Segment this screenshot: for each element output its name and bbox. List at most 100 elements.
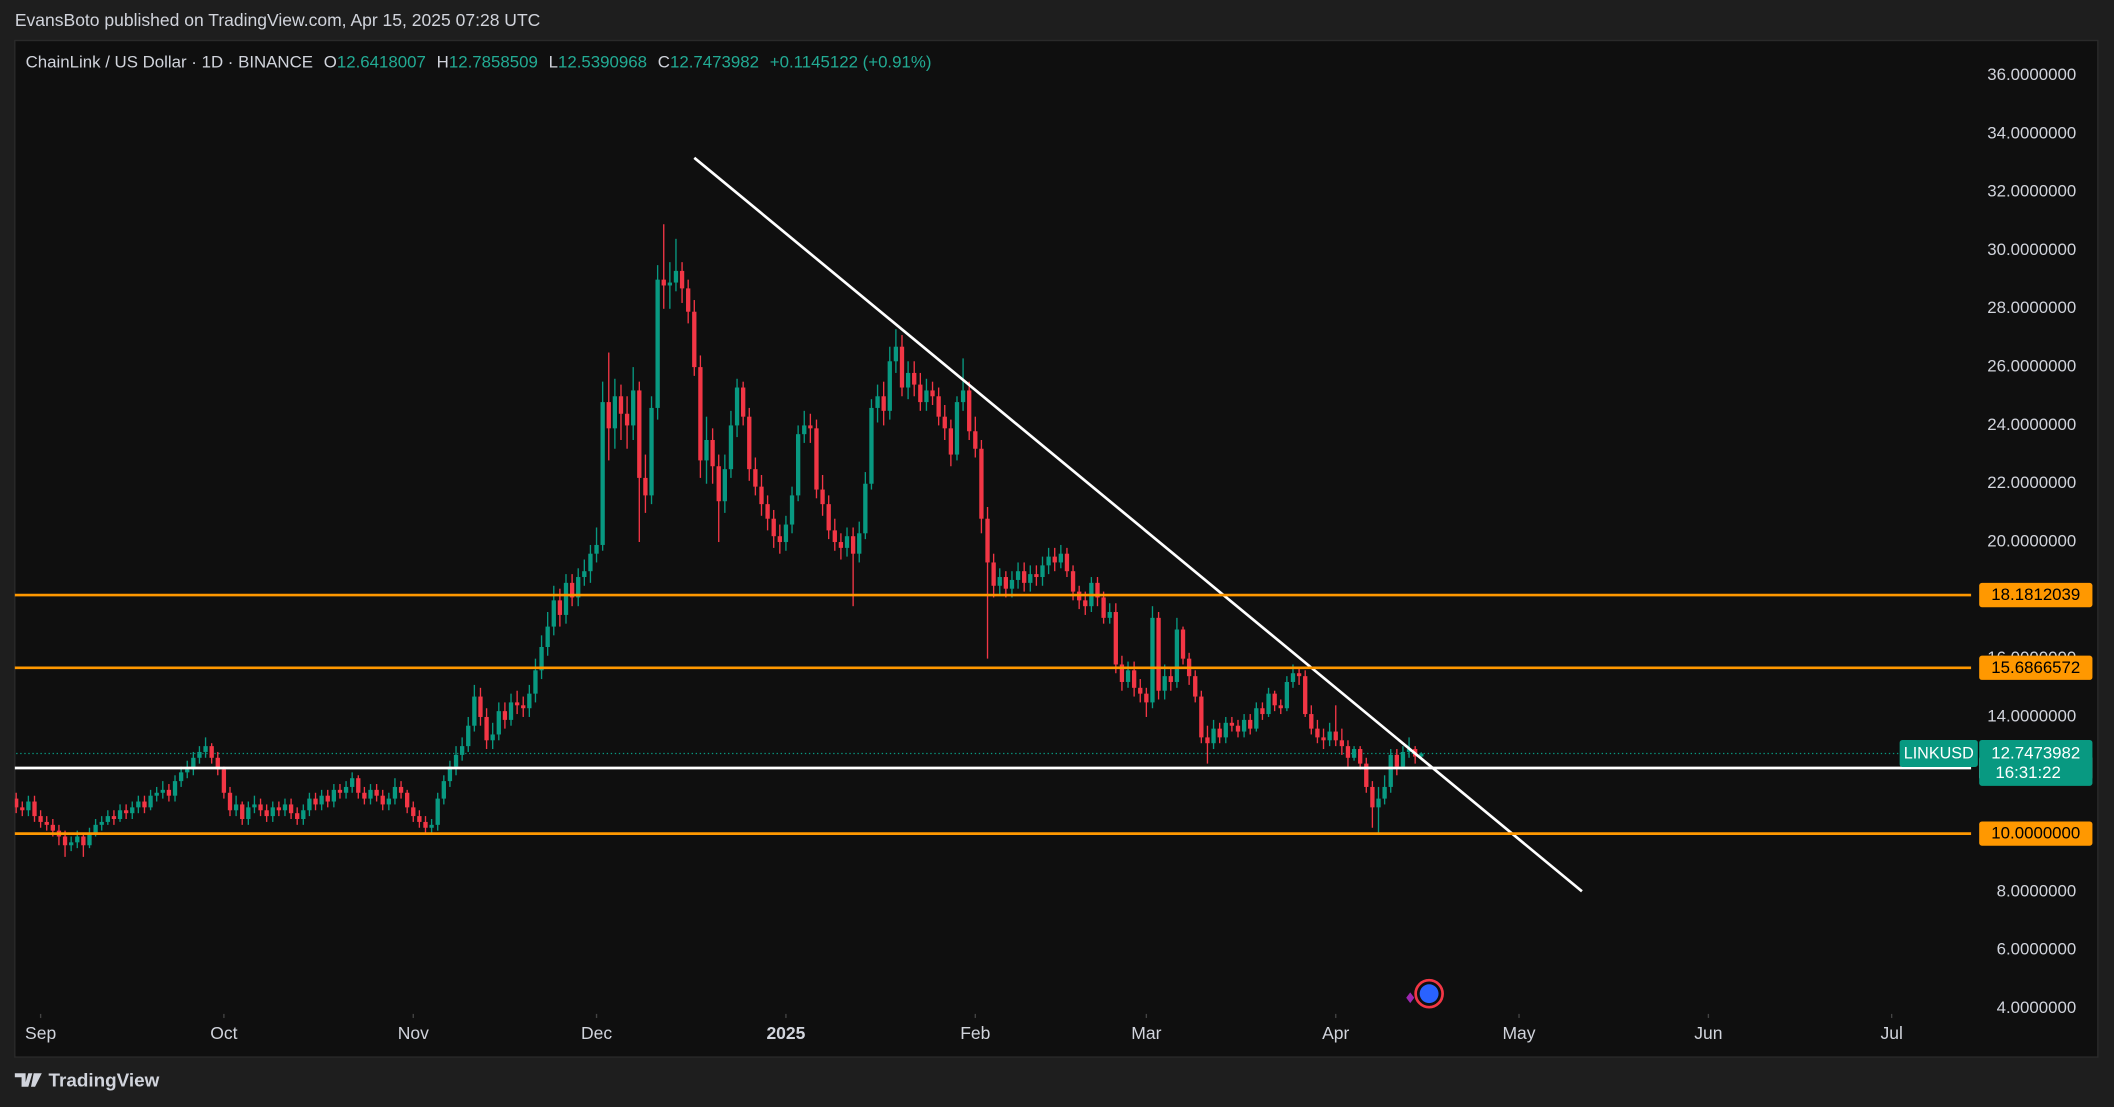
x-tick-label: Sep [25,1023,56,1043]
y-tick-label: 6.0000000 [1997,940,2077,959]
candle-body [979,448,984,519]
candle-body [631,390,636,426]
x-tick-label: Dec [581,1023,612,1043]
candle-body [392,786,398,799]
candle-body [429,824,434,828]
candle-body [863,483,868,534]
candle-body [148,795,153,808]
candle-body [765,504,770,519]
x-tick-label: Oct [210,1023,237,1043]
y-tick-label: 36.0000000 [1987,65,2076,84]
candle-body [1303,676,1308,715]
legend-line: ChainLink / US Dollar · 1D · BINANCE O12.… [26,53,932,72]
candle-body [1284,681,1290,709]
candle-body [350,778,355,787]
candle-body [398,786,404,793]
candle-body [62,836,68,846]
candle-body [1156,617,1161,691]
candle-body [875,396,880,408]
candle-body [624,413,630,426]
events-icon [1406,978,1444,1009]
candle-body [655,279,660,408]
candle-body [569,582,575,598]
candle-body [484,716,489,741]
candle-body [667,282,673,286]
candle-body [930,390,935,397]
brand: TradingView [49,1069,160,1090]
x-tick-label: Mar [1131,1023,1161,1043]
candle-body [710,439,715,467]
candle-body [985,518,990,563]
ohlc-key: C [658,53,670,72]
candle-body [820,489,825,505]
y-tick-label: 30.0000000 [1987,240,2076,259]
candle-body [111,816,117,820]
candle-body [698,367,703,461]
candle-body [1058,553,1063,563]
candle-body [105,816,110,822]
candle-body [405,792,410,808]
candle-body [1248,719,1253,729]
candle-body [704,439,709,461]
candle-body [576,577,581,598]
candle-body [753,469,758,487]
ohlc-value: 12.7858509 [449,53,538,72]
candle-body [252,804,257,808]
candle-body [967,390,972,432]
candle-body [991,562,996,586]
candle-body [380,795,385,805]
candle-body [295,813,300,820]
candle-body [893,346,899,362]
candle-body [734,387,740,426]
candle-body [435,798,440,825]
candle-body [869,407,874,484]
candle-body [924,390,929,403]
candle-body [832,530,837,543]
change: +0.1145122 (+0.91%) [770,53,932,72]
candle-body [1168,676,1173,682]
candle-body [453,754,459,767]
y-tick-label: 26.0000000 [1987,357,2076,376]
candle-body [185,769,190,773]
candle-body [1229,722,1235,726]
candle-body [618,396,624,414]
candle-body [1113,612,1118,665]
candle-body [1351,749,1357,758]
candle-body [1235,725,1241,732]
candle-body [1125,670,1131,682]
ohlc-key: H [437,53,449,72]
chart-panel [14,39,2099,1058]
candle-body [20,807,25,811]
candle-body [44,821,49,825]
candle-body [649,407,654,496]
x-tick-label: Jun [1694,1023,1722,1043]
candle-body [14,798,19,808]
candle-body [802,425,807,435]
y-tick-label: 22.0000000 [1987,473,2076,492]
candle-body [887,361,892,411]
x-tick-label: Jul [1880,1023,1902,1043]
candle-body [960,390,966,403]
candle-body [1193,676,1198,697]
candle-body [789,495,795,525]
candle-body [637,390,642,478]
candle-body [741,387,746,417]
ohlc-value: 12.6418007 [337,53,426,72]
candle-body [1278,705,1283,709]
candle-body [563,582,569,615]
candle-body [838,542,844,548]
candle-body [1162,676,1167,691]
candle-body [258,804,263,811]
candle-body [942,416,947,429]
candle-body [142,801,147,808]
candle-body [844,536,850,548]
countdown-label: 16:31:22 [1995,763,2061,782]
candle-body [362,792,367,799]
candle-body [26,801,31,811]
candle-body [881,396,886,411]
candle-body [1028,574,1033,583]
candle-body [814,428,819,490]
candle-body [1083,600,1088,607]
candle-body [93,824,98,834]
candle-body [75,836,80,843]
